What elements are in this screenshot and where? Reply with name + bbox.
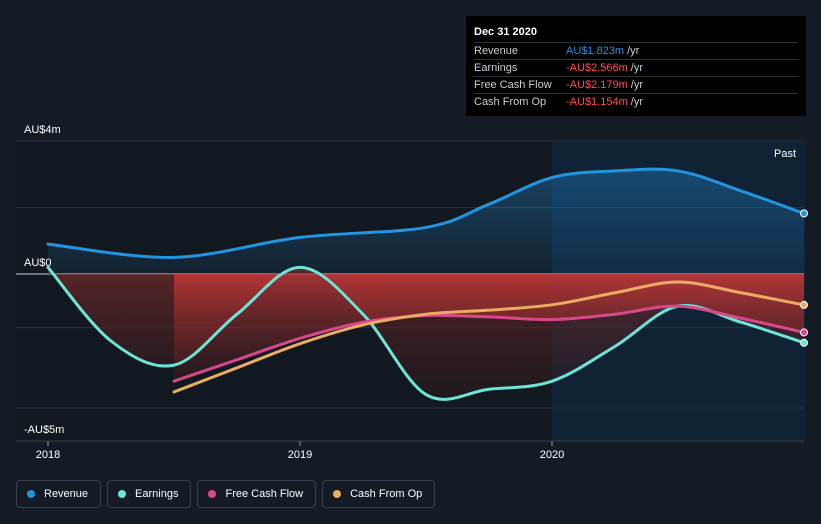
y-tick-label-bottom: -AU$5m <box>24 424 65 436</box>
cash-from-op-line <box>172 280 806 394</box>
free-cash-flow-line <box>172 304 806 383</box>
cash-from-op-end-marker <box>800 300 808 309</box>
legend-label: Earnings <box>135 488 179 500</box>
revenue-line <box>46 167 806 259</box>
tooltip-label: Revenue <box>474 45 519 57</box>
free-cash-flow-dot-icon <box>208 490 217 498</box>
x-tick-label: 2019 <box>288 449 312 461</box>
tooltip-value: -AU$1.154m <box>566 96 628 108</box>
y-tick-label-zero: AU$0 <box>24 257 52 269</box>
x-tick-label: 2020 <box>540 449 564 461</box>
past-label: Past <box>774 148 797 160</box>
legend-label: Revenue <box>44 488 89 500</box>
legend-item-earnings[interactable]: Earnings <box>107 480 192 508</box>
legend-item-revenue[interactable]: Revenue <box>16 480 102 508</box>
tooltip-value: AU$1.823m <box>566 45 625 57</box>
cash-from-op-dot-icon <box>333 490 342 498</box>
tooltip-row-cash-from-op: Cash From Op -AU$1.154m /yr <box>474 93 798 110</box>
tooltip-label: Cash From Op <box>474 96 547 108</box>
legend: Revenue Earnings Free Cash Flow Cash Fro… <box>16 480 436 508</box>
tooltip: Dec 31 2020 Revenue AU$1.823m /yr Earnin… <box>466 16 806 116</box>
tooltip-date: Dec 31 2020 <box>474 26 537 38</box>
tooltip-row-free-cash-flow: Free Cash Flow -AU$2.179m /yr <box>474 76 798 93</box>
x-tick-label: 2018 <box>36 449 60 461</box>
tooltip-label: Free Cash Flow <box>474 79 552 91</box>
legend-item-cash-from-op[interactable]: Cash From Op <box>322 480 436 508</box>
revenue-area <box>48 169 804 274</box>
tooltip-value: -AU$2.566m <box>566 62 628 74</box>
tooltip-unit: /yr <box>630 96 643 108</box>
earnings-end-marker <box>800 338 808 347</box>
tooltip-row-revenue: Revenue AU$1.823m /yr <box>474 42 798 59</box>
tooltip-value: -AU$2.179m <box>566 79 628 91</box>
earnings-dot-icon <box>118 490 127 498</box>
free-cash-flow-area <box>174 274 804 382</box>
legend-item-free-cash-flow[interactable]: Free Cash Flow <box>197 480 317 508</box>
y-tick-label-top: AU$4m <box>24 124 61 136</box>
tooltip-label: Earnings <box>474 62 518 74</box>
tooltip-unit: /yr <box>630 62 643 74</box>
tooltip-unit: /yr <box>627 45 640 57</box>
legend-label: Free Cash Flow <box>225 488 304 500</box>
free-cash-flow-end-marker <box>800 328 808 337</box>
revenue-dot-icon <box>27 490 35 498</box>
tooltip-row-earnings: Earnings -AU$2.566m /yr <box>474 59 798 76</box>
tooltip-unit: /yr <box>630 79 643 91</box>
legend-label: Cash From Op <box>350 488 423 500</box>
revenue-end-marker <box>800 209 808 218</box>
